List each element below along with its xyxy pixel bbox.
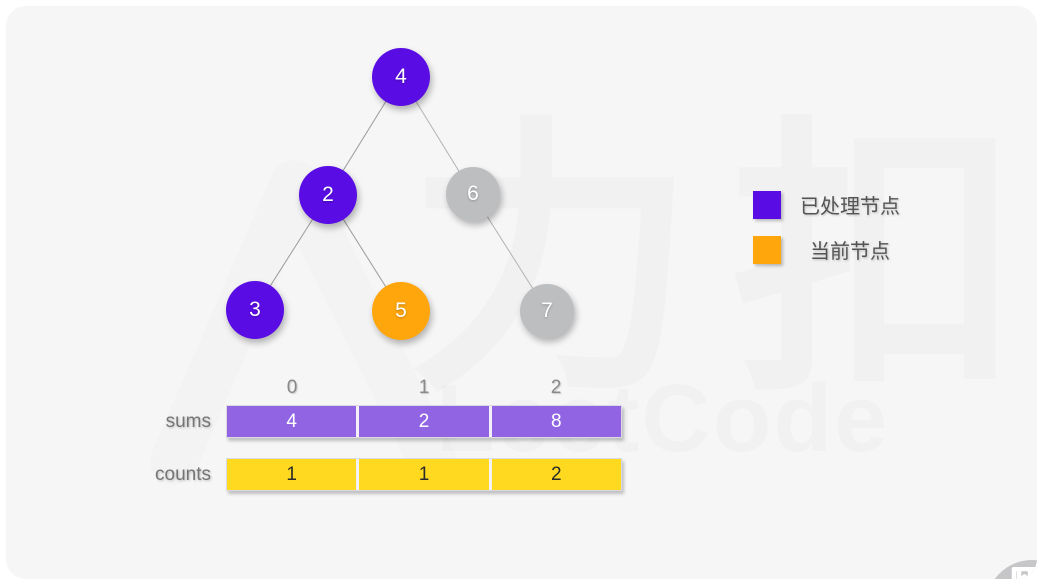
leetcode-book-icon [1011, 567, 1037, 579]
tree-node-6: 6 [446, 167, 500, 221]
current-node-swatch [753, 235, 781, 264]
legend-label-processed: 已处理节点 [800, 196, 900, 218]
sums-cell-0: 4 [227, 406, 360, 437]
tree-node-2-value: 2 [322, 183, 334, 206]
processed-node-swatch [753, 190, 781, 219]
sums-row-label: sums [165, 411, 211, 432]
sums-cell-1: 2 [359, 406, 492, 437]
tree-node-3: 3 [226, 281, 284, 339]
canvas-card: 力扣 LeetCode 4 2 6 3 5 7 已处理节点 当前节点 0 1 2… [6, 6, 1037, 579]
legend-item-processed: 已处理节点 [753, 190, 900, 219]
index-label-1: 1 [418, 377, 430, 398]
legend-item-current: 当前节点 [753, 235, 900, 264]
tree-edges [254, 76, 548, 312]
sums-array: 4 2 8 [226, 405, 622, 438]
legend-label-current: 当前节点 [810, 241, 890, 263]
counts-cell-0: 1 [227, 459, 360, 490]
counts-array: 1 1 2 [226, 458, 622, 491]
tree-node-3-value: 3 [249, 298, 261, 321]
leetcode-badge-circle [986, 560, 1037, 579]
tree-node-4: 4 [372, 48, 430, 106]
tree-node-4-value: 4 [395, 65, 407, 88]
sums-cell-2: 8 [491, 406, 621, 437]
array-index-labels: 0 1 2 [226, 377, 622, 399]
legend: 已处理节点 当前节点 [753, 190, 900, 280]
tree-node-6-value: 6 [467, 182, 479, 205]
tree-node-7: 7 [520, 284, 574, 338]
tree-node-5-value: 5 [395, 299, 407, 322]
counts-row-label: counts [155, 464, 211, 485]
index-label-2: 2 [550, 377, 562, 398]
tree-node-7-value: 7 [541, 299, 553, 322]
counts-cell-2: 2 [491, 459, 621, 490]
index-label-0: 0 [286, 377, 298, 398]
tree-node-2: 2 [299, 166, 357, 224]
counts-cell-1: 1 [359, 459, 492, 490]
tree-node-5: 5 [372, 282, 430, 340]
